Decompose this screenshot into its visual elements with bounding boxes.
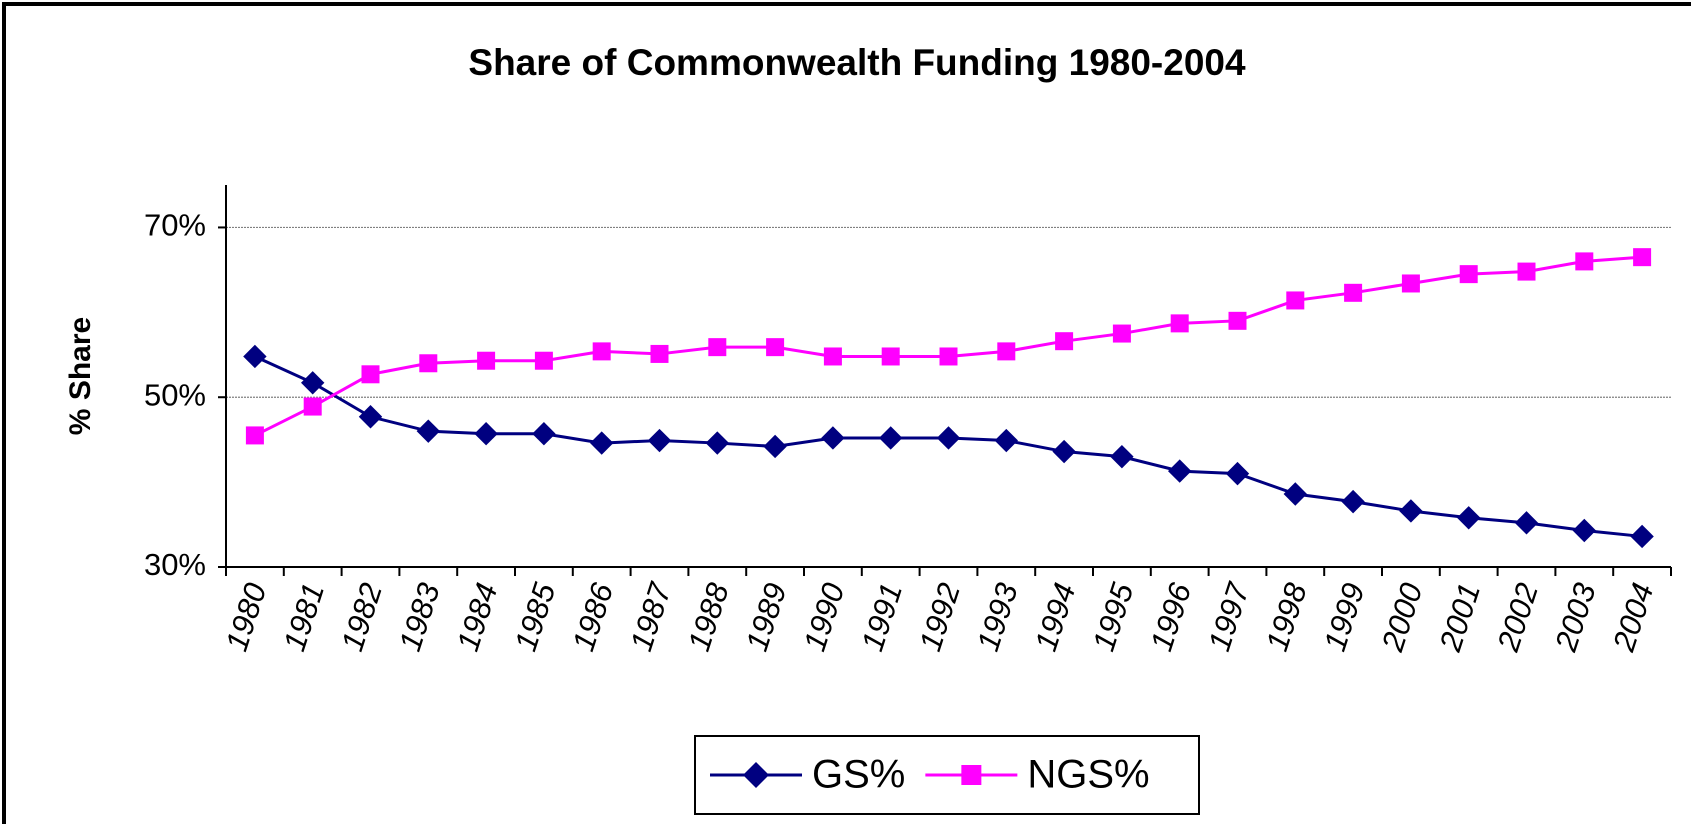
marker [1055,332,1074,351]
marker [1399,499,1423,523]
marker [1052,439,1076,464]
marker [1286,291,1305,310]
marker [419,354,438,373]
marker [1633,248,1652,267]
marker [1514,511,1539,535]
marker [1459,265,1478,284]
chart-title: Share of Commonwealth Funding 1980-2004 [468,42,1246,83]
marker [245,426,264,445]
marker [1170,314,1189,333]
legend-marker [961,765,982,785]
y-tick-label: 50% [144,377,206,412]
marker [1112,324,1131,343]
marker [474,422,498,446]
marker [590,431,614,455]
marker [766,338,785,357]
marker [821,426,845,450]
marker [303,397,322,416]
marker [301,371,325,395]
marker [647,428,672,453]
marker [416,419,440,443]
marker [1575,252,1594,271]
marker [592,342,611,361]
marker [1168,459,1192,483]
marker [1110,444,1134,469]
marker [650,344,669,363]
marker [763,434,787,459]
y-tick-label: 70% [144,208,206,243]
marker [532,422,556,446]
marker [997,342,1016,361]
marker [1517,262,1536,281]
legend-label: GS% [812,753,905,797]
legend-marker [743,762,769,788]
marker [477,351,496,370]
y-tick-label: 30% [144,547,206,582]
marker [534,351,553,370]
marker [1344,283,1363,302]
marker [708,338,727,357]
marker [936,426,961,450]
legend-label: NGS% [1027,753,1149,797]
y-axis-label: % Share [64,317,97,435]
marker [1401,274,1420,293]
marker [881,347,900,366]
marker [879,426,903,450]
marker [1457,506,1481,530]
marker [1225,461,1250,486]
marker [939,347,958,366]
marker [1341,489,1365,514]
marker [361,365,380,384]
marker [823,347,842,366]
marker [705,431,729,455]
marker [358,405,383,429]
marker [1630,524,1654,549]
marker [1572,518,1596,543]
marker [1283,482,1307,506]
marker [1228,311,1247,330]
marker [994,428,1018,453]
marker [243,344,267,369]
